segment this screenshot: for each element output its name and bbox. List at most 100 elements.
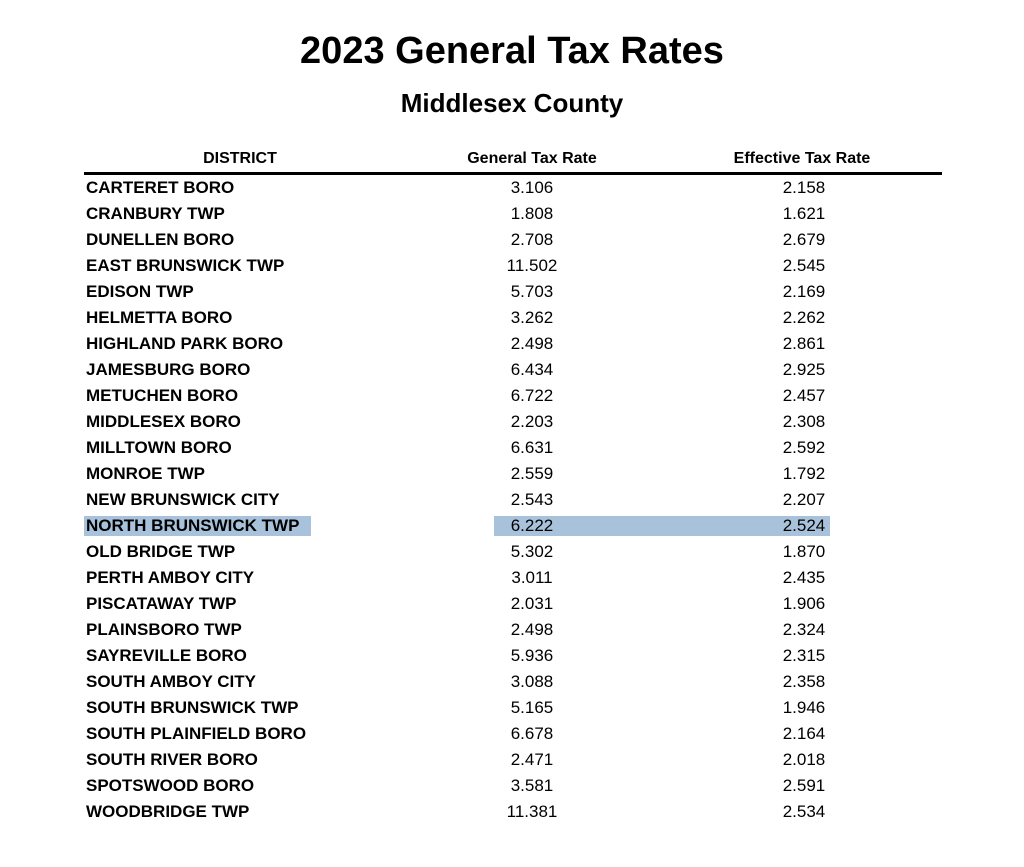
district-cell: SPOTSWOOD BORO [86,776,255,795]
table-row: HELMETTA BORO 3.262 2.262 [84,305,942,331]
district-cell: HELMETTA BORO [86,308,233,327]
effective-tax-rate-cell: 1.946 [782,698,826,717]
effective-tax-rate-cell: 2.158 [782,178,826,197]
table-row: PLAINSBORO TWP 2.498 2.324 [84,617,942,643]
table-row: HIGHLAND PARK BORO 2.498 2.861 [84,331,942,357]
effective-tax-rate-cell: 2.545 [782,256,826,275]
district-cell: JAMESBURG BORO [86,360,251,379]
general-tax-rate-cell: 2.471 [510,750,554,769]
general-tax-rate-cell: 2.498 [510,334,554,353]
effective-tax-rate-cell: 2.169 [782,282,826,301]
row-highlight-district [84,516,311,536]
district-cell: PISCATAWAY TWP [86,594,237,613]
district-cell: CARTERET BORO [86,178,235,197]
effective-tax-rate-cell: 1.906 [782,594,826,613]
district-cell: OLD BRIDGE TWP [86,542,236,561]
effective-tax-rate-cell: 1.792 [782,464,826,483]
general-tax-rate-cell: 5.302 [510,542,554,561]
effective-tax-rate-cell: 2.591 [782,776,826,795]
effective-tax-rate-cell: 2.324 [782,620,826,639]
effective-tax-rate-cell: 2.435 [782,568,826,587]
district-cell: PLAINSBORO TWP [86,620,242,639]
general-tax-rate-cell: 2.031 [510,594,554,613]
effective-tax-rate-cell: 1.621 [782,204,826,223]
general-tax-rate-cell: 11.502 [506,256,558,275]
district-cell: DUNELLEN BORO [86,230,235,249]
general-tax-rate-cell: 3.581 [510,776,554,795]
effective-tax-rate-cell: 2.315 [782,646,826,665]
general-tax-rate-cell: 2.708 [510,230,554,249]
district-cell: WOODBRIDGE TWP [86,802,250,821]
district-cell: EDISON TWP [86,282,194,301]
district-cell: SOUTH RIVER BORO [86,750,258,769]
table-row: DUNELLEN BORO 2.708 2.679 [84,227,942,253]
district-cell: PERTH AMBOY CITY [86,568,255,587]
table-row: MIDDLESEX BORO 2.203 2.308 [84,409,942,435]
district-cell: NORTH BRUNSWICK TWP [86,516,300,535]
table-row: OLD BRIDGE TWP 5.302 1.870 [84,539,942,565]
column-header-effective-tax-rate: Effective Tax Rate [733,150,871,167]
table-header: DISTRICT General Tax Rate Effective Tax … [84,147,942,175]
table-row: NORTH BRUNSWICK TWP 6.222 2.524 [84,513,942,539]
table-row: EAST BRUNSWICK TWP 11.502 2.545 [84,253,942,279]
general-tax-rate-cell: 6.222 [510,516,554,535]
effective-tax-rate-cell: 2.207 [782,490,826,509]
district-cell: CRANBURY TWP [86,204,225,223]
table-row: CARTERET BORO 3.106 2.158 [84,175,942,201]
general-tax-rate-cell: 3.088 [510,672,554,691]
effective-tax-rate-cell: 2.018 [782,750,826,769]
district-cell: HIGHLAND PARK BORO [86,334,284,353]
effective-tax-rate-cell: 2.592 [782,438,826,457]
general-tax-rate-cell: 5.703 [510,282,554,301]
district-cell: MONROE TWP [86,464,205,483]
table-row: EDISON TWP 5.703 2.169 [84,279,942,305]
tax-rate-table: DISTRICT General Tax Rate Effective Tax … [84,147,942,825]
table-row: SOUTH RIVER BORO 2.471 2.018 [84,747,942,773]
effective-tax-rate-cell: 1.870 [782,542,826,561]
page-title: 2023 General Tax Rates [300,30,724,72]
effective-tax-rate-cell: 2.534 [782,802,826,821]
general-tax-rate-cell: 1.808 [510,204,554,223]
general-tax-rate-cell: 6.722 [510,386,554,405]
district-cell: MIDDLESEX BORO [86,412,241,431]
column-header-general-tax-rate: General Tax Rate [467,150,597,167]
row-highlight-values [494,516,830,536]
table-row: MILLTOWN BORO 6.631 2.592 [84,435,942,461]
effective-tax-rate-cell: 2.358 [782,672,826,691]
effective-tax-rate-cell: 2.925 [782,360,826,379]
table-row: NEW BRUNSWICK CITY 2.543 2.207 [84,487,942,513]
district-cell: SAYREVILLE BORO [86,646,247,665]
table-row: METUCHEN BORO 6.722 2.457 [84,383,942,409]
page-subtitle: Middlesex County [400,88,624,118]
column-header-district: DISTRICT [203,150,277,167]
effective-tax-rate-cell: 2.308 [782,412,826,431]
district-cell: SOUTH BRUNSWICK TWP [86,698,299,717]
district-cell: SOUTH AMBOY CITY [86,672,257,691]
effective-tax-rate-cell: 2.861 [782,334,826,353]
district-cell: MILLTOWN BORO [86,438,232,457]
general-tax-rate-cell: 3.106 [510,178,554,197]
general-tax-rate-cell: 5.936 [510,646,554,665]
general-tax-rate-cell: 2.559 [510,464,554,483]
general-tax-rate-cell: 6.678 [510,724,554,743]
district-cell: EAST BRUNSWICK TWP [86,256,285,275]
table-row: CRANBURY TWP 1.808 1.621 [84,201,942,227]
effective-tax-rate-cell: 2.457 [782,386,826,405]
table-row: JAMESBURG BORO 6.434 2.925 [84,357,942,383]
table-body: CARTERET BORO 3.106 2.158 CRANBURY TWP 1.808… [84,175,942,825]
table-row: PERTH AMBOY CITY 3.011 2.435 [84,565,942,591]
general-tax-rate-cell: 3.262 [510,308,554,327]
general-tax-rate-cell: 5.165 [510,698,554,717]
effective-tax-rate-cell: 2.164 [782,724,826,743]
general-tax-rate-cell: 2.543 [510,490,554,509]
table-row: PISCATAWAY TWP 2.031 1.906 [84,591,942,617]
general-tax-rate-cell: 11.381 [506,802,558,821]
general-tax-rate-cell: 2.498 [510,620,554,639]
table-row: SOUTH BRUNSWICK TWP 5.165 1.946 [84,695,942,721]
general-tax-rate-cell: 6.434 [510,360,554,379]
general-tax-rate-cell: 3.011 [511,568,553,587]
effective-tax-rate-cell: 2.524 [782,516,826,535]
effective-tax-rate-cell: 2.679 [782,230,826,249]
table-row: SOUTH PLAINFIELD BORO 6.678 2.164 [84,721,942,747]
table-row: WOODBRIDGE TWP 11.381 2.534 [84,799,942,825]
